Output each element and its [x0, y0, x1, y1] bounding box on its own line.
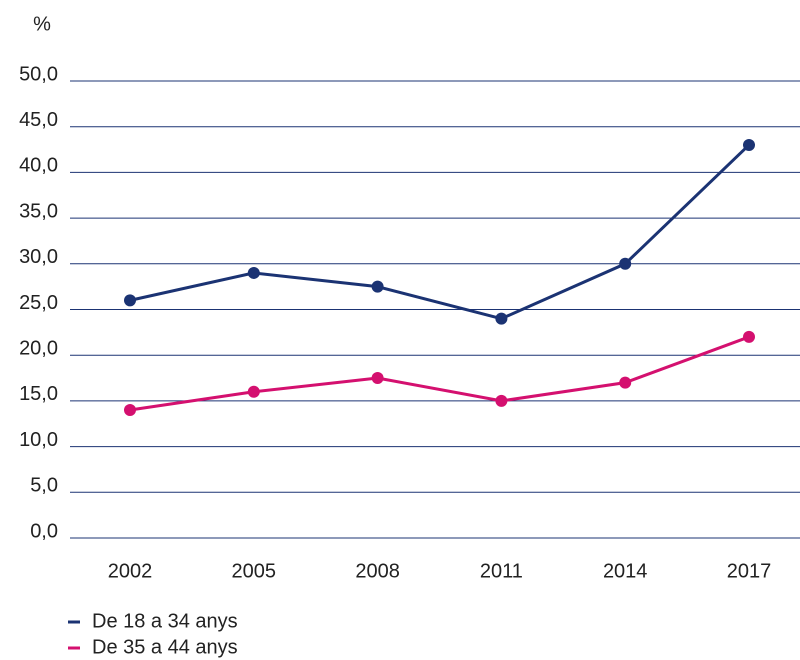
legend-label: De 35 a 44 anys — [92, 636, 238, 658]
y-tick-label: 45,0 — [19, 109, 58, 131]
y-tick-label: 15,0 — [19, 383, 58, 405]
data-point — [743, 330, 755, 343]
y-tick-label: 35,0 — [19, 200, 58, 222]
x-tick-label: 2002 — [108, 560, 153, 582]
data-point — [247, 385, 260, 398]
y-tick-label: 30,0 — [19, 246, 58, 268]
legend-label: De 18 a 34 anys — [92, 610, 238, 632]
y-axis-label: % — [33, 13, 51, 35]
data-point — [371, 372, 384, 385]
x-tick-label: 2014 — [603, 560, 648, 582]
y-tick-label: 25,0 — [19, 292, 58, 314]
data-point — [619, 376, 632, 389]
data-point — [495, 312, 508, 325]
data-point — [124, 404, 136, 417]
y-tick-label: 0,0 — [30, 520, 58, 542]
x-tick-label: 2017 — [727, 560, 772, 582]
data-point — [743, 138, 755, 151]
y-tick-label: 10,0 — [19, 429, 58, 451]
y-tick-label: 5,0 — [30, 475, 58, 497]
data-point — [495, 394, 508, 407]
series-line — [129, 335, 750, 412]
series-line — [129, 143, 751, 321]
data-point — [371, 280, 384, 293]
y-tick-label: 20,0 — [19, 337, 58, 359]
x-tick-label: 2008 — [355, 560, 400, 582]
x-tick-label: 2005 — [232, 560, 277, 582]
data-point — [124, 294, 136, 307]
x-tick-label: 2011 — [480, 560, 523, 582]
y-tick-label: 50,0 — [19, 63, 58, 85]
y-tick-label: 40,0 — [19, 155, 58, 177]
data-point — [619, 257, 632, 270]
data-point — [247, 266, 260, 279]
